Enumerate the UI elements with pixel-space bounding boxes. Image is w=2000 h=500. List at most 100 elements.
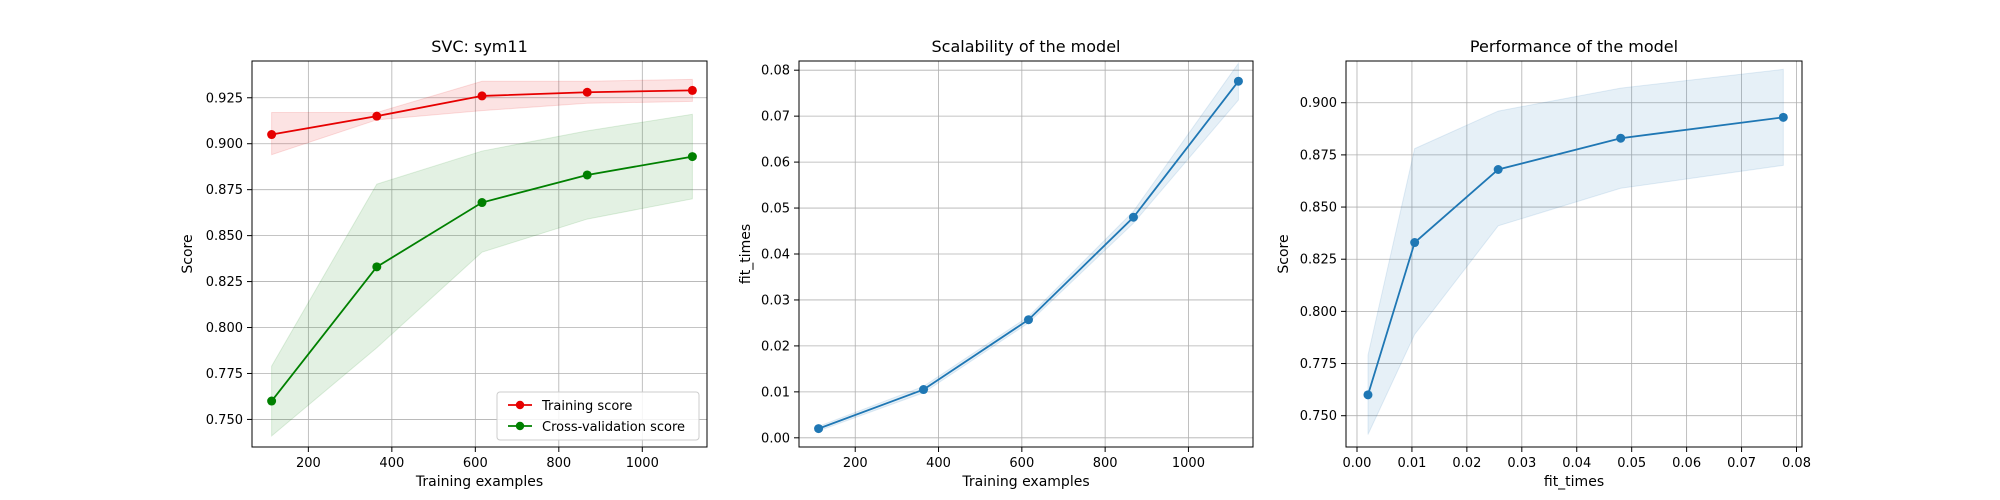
series-0-point bbox=[1493, 164, 1503, 174]
x-tick-label: 0.08 bbox=[1782, 456, 1811, 471]
y-tick-label: 0.02 bbox=[761, 339, 790, 354]
x-tick-label: 200 bbox=[296, 456, 321, 471]
cross-validation-score-point bbox=[582, 170, 592, 180]
x-tick-label: 800 bbox=[1093, 456, 1118, 471]
series-lines bbox=[267, 85, 697, 406]
y-tick-label: 0.750 bbox=[1300, 409, 1337, 424]
series-0-point bbox=[1023, 315, 1033, 325]
panel-scalability: Scalability of the model 200 400 600 800 100… bbox=[738, 37, 1254, 490]
x-tick-label: 200 bbox=[843, 456, 868, 471]
x-tick-label: 0.03 bbox=[1507, 456, 1536, 471]
training-score-point bbox=[687, 85, 697, 95]
error-bands bbox=[271, 78, 693, 438]
x-axis-label: Training examples bbox=[415, 474, 543, 490]
plot-frame bbox=[251, 60, 708, 448]
x-tick-label: 0.06 bbox=[1672, 456, 1701, 471]
x-tick-label: 0.05 bbox=[1617, 456, 1646, 471]
legend-box bbox=[496, 391, 700, 441]
y-tick-label: 0.875 bbox=[1300, 148, 1337, 163]
panel-performance: Performance of the model 0.00 0.01 0.02 0.0… bbox=[1276, 37, 1811, 490]
series-lines bbox=[1363, 112, 1788, 400]
legend-marker-cv bbox=[515, 421, 525, 431]
y-tick-label: 0.06 bbox=[761, 156, 790, 171]
training-score-point bbox=[372, 111, 382, 121]
tick-labels: 200 400 600 800 1000 0.750 0.775 0.800 0.825 0.85… bbox=[206, 91, 659, 471]
series-lines bbox=[814, 76, 1243, 434]
y-tick-label: 0.900 bbox=[1300, 96, 1337, 111]
series-0-point bbox=[919, 385, 929, 395]
y-axis-label: fit_times bbox=[738, 224, 754, 284]
x-tick-label: 0.07 bbox=[1727, 456, 1756, 471]
x-axis-label: Training examples bbox=[961, 474, 1089, 490]
legend-marker-training bbox=[515, 400, 525, 410]
y-tick-label: 0.800 bbox=[1300, 305, 1337, 320]
grid bbox=[799, 61, 1253, 447]
tick-labels: 0.00 0.01 0.02 0.03 0.04 0.05 0.06 0.07 0.08 0.75… bbox=[1300, 96, 1811, 471]
y-tick-label: 0.00 bbox=[761, 431, 790, 446]
training-score-point bbox=[477, 91, 487, 101]
panel-title: Scalability of the model bbox=[932, 37, 1121, 56]
series-0-point bbox=[1363, 390, 1373, 400]
cross-validation-score-band bbox=[271, 113, 693, 438]
y-tick-label: 0.07 bbox=[761, 110, 790, 125]
x-tick-label: 1000 bbox=[626, 456, 659, 471]
cross-validation-score-point bbox=[267, 396, 277, 406]
y-tick-label: 0.825 bbox=[206, 275, 243, 290]
panel-svc-sym11: SVC: sym11 200 400 600 800 1000 0.750 0.775 0.8… bbox=[180, 37, 708, 490]
series-0-point bbox=[814, 424, 824, 434]
training-score-point bbox=[582, 87, 592, 97]
y-tick-label: 0.900 bbox=[206, 137, 243, 152]
series-0-point bbox=[1128, 212, 1138, 222]
series-0-point bbox=[1233, 76, 1243, 86]
legend-label-training: Training score bbox=[541, 399, 632, 414]
cross-validation-score-point bbox=[477, 198, 487, 208]
y-tick-label: 0.925 bbox=[206, 91, 243, 106]
y-tick-label: 0.775 bbox=[1300, 357, 1337, 372]
panel-title: Performance of the model bbox=[1470, 37, 1678, 56]
x-tick-label: 0.01 bbox=[1397, 456, 1426, 471]
grid bbox=[252, 61, 707, 447]
training-score-band bbox=[271, 78, 693, 156]
series-0-band bbox=[818, 61, 1239, 432]
y-tick-label: 0.850 bbox=[1300, 201, 1337, 216]
x-tick-label: 600 bbox=[463, 456, 488, 471]
y-tick-label: 0.01 bbox=[761, 385, 790, 400]
y-axis-label: Score bbox=[180, 234, 196, 273]
x-tick-label: 0.00 bbox=[1343, 456, 1372, 471]
series-0-band bbox=[1367, 68, 1784, 435]
series-0-point bbox=[1410, 238, 1420, 248]
x-axis-label: fit_times bbox=[1544, 474, 1604, 490]
x-tick-label: 400 bbox=[926, 456, 951, 471]
y-tick-label: 0.750 bbox=[206, 413, 243, 428]
series-0-point bbox=[1778, 112, 1788, 122]
panel-title: SVC: sym11 bbox=[431, 37, 528, 56]
x-tick-label: 0.02 bbox=[1452, 456, 1481, 471]
x-tick-label: 0.04 bbox=[1562, 456, 1591, 471]
y-tick-label: 0.04 bbox=[761, 248, 790, 263]
legend: Training score Cross-validation score bbox=[496, 391, 700, 441]
x-tick-label: 1000 bbox=[1172, 456, 1205, 471]
error-bands bbox=[1367, 68, 1784, 435]
x-tick-label: 800 bbox=[546, 456, 571, 471]
x-tick-label: 600 bbox=[1009, 456, 1034, 471]
y-tick-label: 0.775 bbox=[206, 367, 243, 382]
y-tick-label: 0.05 bbox=[761, 202, 790, 217]
grid bbox=[1346, 61, 1802, 447]
series-0-point bbox=[1616, 133, 1626, 143]
plot-frame bbox=[1345, 60, 1803, 448]
y-tick-label: 0.825 bbox=[1300, 253, 1337, 268]
y-tick-label: 0.08 bbox=[761, 64, 790, 79]
training-score-point bbox=[267, 130, 277, 140]
tick-labels: 200 400 600 800 1000 0.00 0.01 0.02 0.03 0.04 0.05… bbox=[761, 64, 1205, 471]
y-tick-label: 0.850 bbox=[206, 229, 243, 244]
cross-validation-score-point bbox=[687, 152, 697, 162]
y-tick-label: 0.03 bbox=[761, 293, 790, 308]
cross-validation-score-point bbox=[372, 262, 382, 272]
y-tick-label: 0.800 bbox=[206, 321, 243, 336]
legend-label-cv: Cross-validation score bbox=[542, 420, 685, 435]
error-bands bbox=[818, 61, 1239, 432]
y-tick-label: 0.875 bbox=[206, 183, 243, 198]
y-axis-label: Score bbox=[1276, 234, 1292, 273]
